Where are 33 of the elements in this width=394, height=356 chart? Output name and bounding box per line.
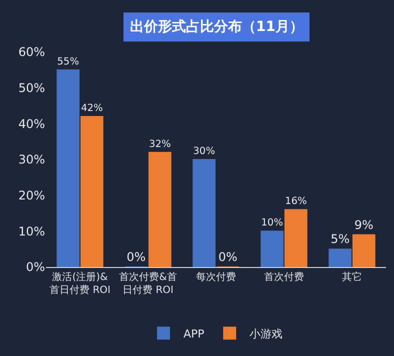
x-tick-label: 其它 — [342, 271, 362, 283]
y-tick-label: 40% — [18, 116, 45, 131]
y-tick-label: 50% — [18, 81, 45, 96]
x-tick-label: 激活(注册)&首日付费 ROI — [50, 271, 110, 296]
bar — [80, 116, 104, 267]
x-tick-label: 首次付费 — [264, 271, 304, 283]
y-tick-label: 30% — [18, 152, 45, 167]
bar — [192, 159, 216, 267]
x-tick-label: 首次付费&首日付费 ROI — [119, 271, 177, 296]
data-label: 30% — [193, 146, 216, 158]
bar — [148, 152, 172, 267]
y-tick-label: 20% — [18, 188, 45, 203]
y-tick-label: 0% — [26, 260, 45, 274]
bar — [328, 248, 352, 267]
legend-label: APP — [184, 327, 205, 340]
data-label: 0% — [126, 250, 146, 264]
data-label: 16% — [284, 196, 307, 208]
data-label: 9% — [354, 218, 374, 232]
x-tick-label: 每次付费 — [196, 271, 236, 283]
bar — [56, 69, 80, 267]
data-label: 32% — [148, 138, 171, 150]
legend-label: 小游戏 — [250, 327, 283, 340]
y-tick-label: 60% — [18, 45, 45, 60]
y-tick-label: 10% — [18, 224, 45, 238]
bar — [284, 209, 308, 267]
bar — [352, 234, 376, 267]
chart-title: 出价形式占比分布（11月） — [130, 19, 304, 35]
data-label: 55% — [57, 56, 80, 68]
data-label: 42% — [80, 103, 103, 114]
data-label: 10% — [261, 218, 284, 229]
bar — [260, 230, 284, 267]
data-label: 0% — [218, 250, 238, 264]
data-label: 5% — [330, 232, 350, 246]
